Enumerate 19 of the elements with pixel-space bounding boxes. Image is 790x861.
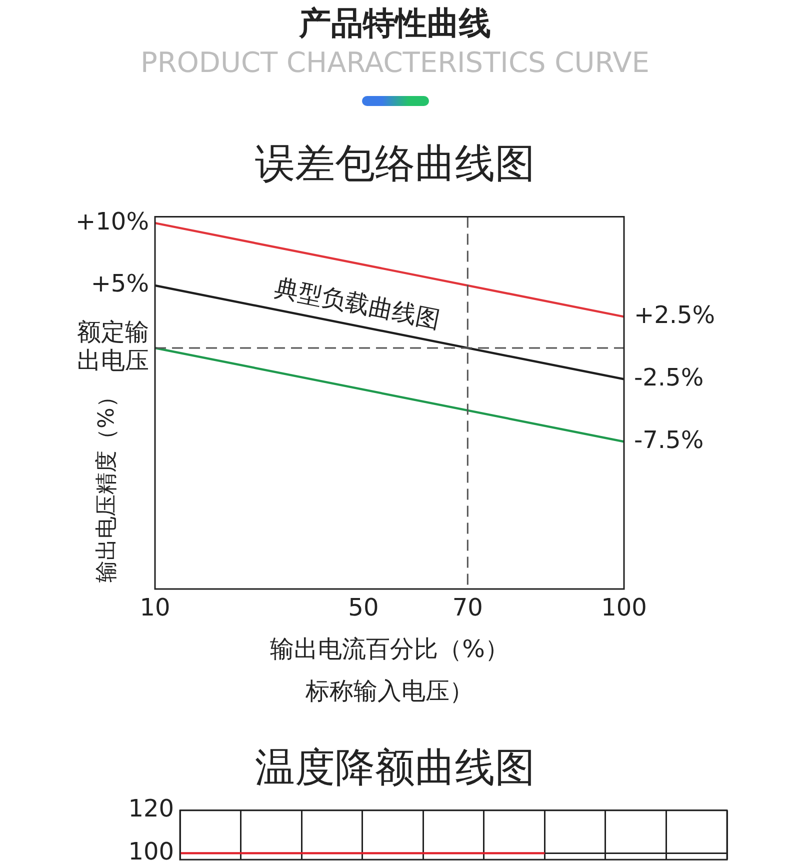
x-tick-label: 10 [140,594,170,622]
chart-title: 误差包络曲线图 [254,140,536,189]
text: 产品特性曲线 [298,3,492,44]
x-tick-label: 70 [452,594,483,622]
annotation: 典型负载曲线图 [272,274,442,334]
data-label: +2.5% [634,300,716,329]
y-tick-label: +10% [76,207,149,236]
y-tick-label: +5% [90,270,149,298]
y-axis-title: 输出电压精度（%） [94,386,120,582]
chart-title: 温度降额曲线图 [254,744,536,793]
y-tick-label: 120 [128,794,174,823]
x-axis-title: 输出电流百分比（%） [270,635,509,664]
data-label: -7.5% [634,426,704,454]
x-tick-label: 100 [601,594,647,622]
text: PRODUCT CHARACTERISTICS CURVE [140,46,650,79]
text: 标称输入电压） [304,677,474,706]
x-tick-label: 50 [348,594,379,622]
data-label: -2.5% [634,363,704,392]
y-tick-label: 额定输出电压 [77,318,149,375]
